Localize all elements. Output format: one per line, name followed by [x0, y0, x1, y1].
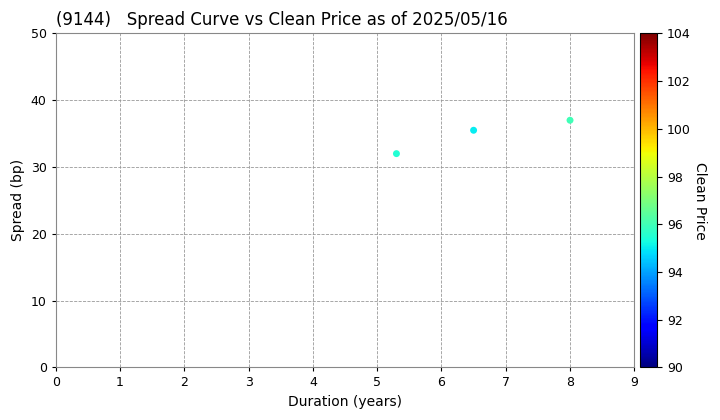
X-axis label: Duration (years): Duration (years) [288, 395, 402, 409]
Point [391, 150, 402, 157]
Y-axis label: Spread (bp): Spread (bp) [11, 159, 25, 242]
Text: (9144)   Spread Curve vs Clean Price as of 2025/05/16: (9144) Spread Curve vs Clean Price as of… [55, 11, 508, 29]
Point [564, 117, 576, 123]
Point [468, 127, 480, 134]
Y-axis label: Clean Price: Clean Price [693, 162, 707, 239]
